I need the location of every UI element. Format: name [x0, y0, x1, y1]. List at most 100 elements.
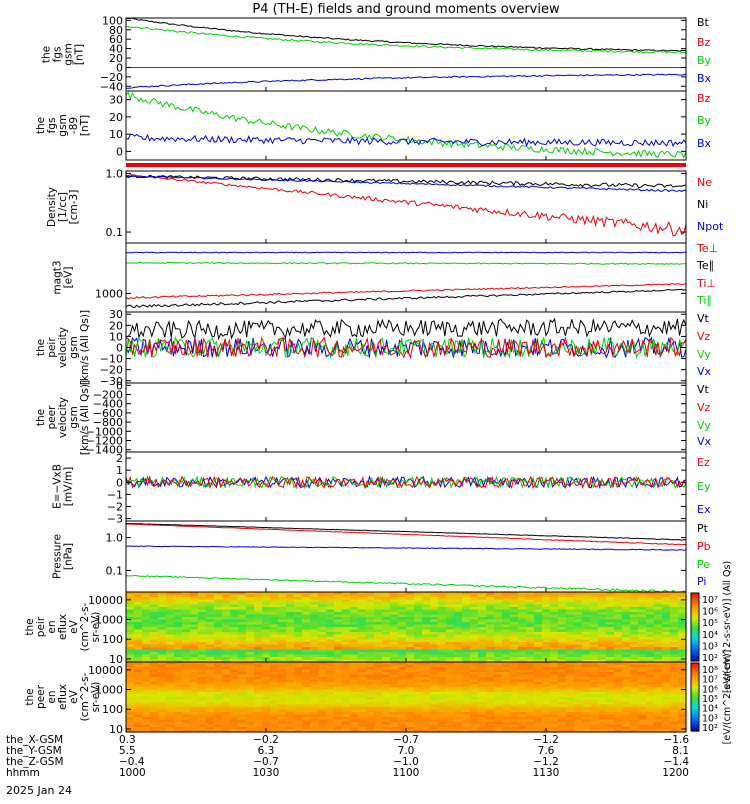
heatmap-cell [526, 669, 535, 673]
heatmap-cell [638, 597, 647, 601]
heatmap-cell [246, 712, 255, 716]
y-tick-label: 20 [109, 319, 123, 332]
y-axis-label: en [46, 690, 58, 703]
heatmap-cell [590, 712, 599, 716]
heatmap-cell [182, 649, 191, 653]
heatmap-cell [622, 682, 631, 686]
heatmap-cell [494, 669, 503, 673]
heatmap-cell [510, 617, 519, 621]
heatmap-cell [318, 722, 327, 726]
heatmap-cell [326, 637, 335, 641]
heatmap-cell [374, 599, 383, 603]
heatmap-cell [494, 647, 503, 651]
heatmap-cell [326, 647, 335, 651]
heatmap-cell [518, 619, 527, 623]
heatmap-cell [318, 664, 327, 668]
heatmap-cell [294, 719, 303, 723]
heatmap-cell [326, 642, 335, 646]
heatmap-cell [190, 647, 199, 651]
heatmap-cell [222, 689, 231, 693]
heatmap-cell [518, 599, 527, 603]
heatmap-cell [446, 634, 455, 638]
heatmap-cell [606, 654, 615, 658]
heatmap-cell [598, 687, 607, 691]
heatmap-cell [246, 677, 255, 681]
heatmap-cell [222, 682, 231, 686]
heatmap-cell [174, 637, 183, 641]
heatmap-cell [286, 642, 295, 646]
heatmap-cell [374, 692, 383, 696]
heatmap-cell [262, 604, 271, 608]
heatmap-cell [446, 654, 455, 658]
heatmap-cell [238, 719, 247, 723]
heatmap-cell [374, 594, 383, 598]
legend-entry: Bz [697, 36, 711, 49]
heatmap-cell [310, 719, 319, 723]
heatmap-cell [454, 617, 463, 621]
heatmap-cell [190, 687, 199, 691]
heatmap-cell [606, 644, 615, 648]
heatmap-cell [598, 639, 607, 643]
heatmap-cell [246, 657, 255, 661]
heatmap-cell [246, 667, 255, 671]
heatmap-cell [230, 692, 239, 696]
heatmap-cell [582, 604, 591, 608]
heatmap-cell [182, 717, 191, 721]
heatmap-cell [254, 677, 263, 681]
heatmap-cell [334, 669, 343, 673]
heatmap-cell [486, 617, 495, 621]
heatmap-cell [198, 724, 207, 728]
heatmap-cell [246, 682, 255, 686]
y-tick-label: −1000 [86, 425, 123, 438]
colorbar-segment [691, 627, 699, 630]
heatmap-cell [310, 664, 319, 668]
heatmap-cell [630, 614, 639, 618]
heatmap-cell [646, 607, 655, 611]
heatmap-cell [190, 639, 199, 643]
heatmap-cell [190, 674, 199, 678]
heatmap-cell [430, 729, 439, 733]
heatmap-cell [486, 692, 495, 696]
heatmap-cell [270, 669, 279, 673]
heatmap-cell [310, 604, 319, 608]
heatmap-cell [254, 592, 263, 596]
heatmap-cell [342, 644, 351, 648]
heatmap-cell [534, 592, 543, 596]
heatmap-cell [598, 664, 607, 668]
heatmap-cell [406, 704, 415, 708]
heatmap-cell [398, 667, 407, 671]
heatmap-cell [190, 649, 199, 653]
heatmap-cell [358, 652, 367, 656]
heatmap-cell [438, 612, 447, 616]
heatmap-cell [182, 634, 191, 638]
heatmap-cell [526, 697, 535, 701]
heatmap-cell [390, 662, 399, 666]
heatmap-cell [342, 647, 351, 651]
heatmap-cell [542, 642, 551, 646]
heatmap-cell [326, 707, 335, 711]
heatmap-cell [534, 597, 543, 601]
heatmap-cell [254, 712, 263, 716]
heatmap-cell [318, 617, 327, 621]
colorbar-segment [691, 666, 699, 669]
heatmap-cell [302, 677, 311, 681]
heatmap-cell [494, 702, 503, 706]
heatmap-cell [190, 727, 199, 731]
heatmap-cell [382, 724, 391, 728]
heatmap-cell [446, 717, 455, 721]
heatmap-cell [262, 594, 271, 598]
heatmap-cell [486, 712, 495, 716]
heatmap-cell [254, 632, 263, 636]
heatmap-cell [454, 729, 463, 733]
heatmap-cell [534, 702, 543, 706]
y-tick-label: 10000 [88, 664, 123, 677]
heatmap-cell [150, 724, 159, 728]
heatmap-cell [214, 659, 223, 663]
heatmap-cell [662, 657, 671, 661]
heatmap-cell [214, 629, 223, 633]
heatmap-cell [558, 724, 567, 728]
heatmap-cell [174, 672, 183, 676]
heatmap-cell [150, 654, 159, 658]
heatmap-cell [270, 717, 279, 721]
heatmap-cell [638, 612, 647, 616]
